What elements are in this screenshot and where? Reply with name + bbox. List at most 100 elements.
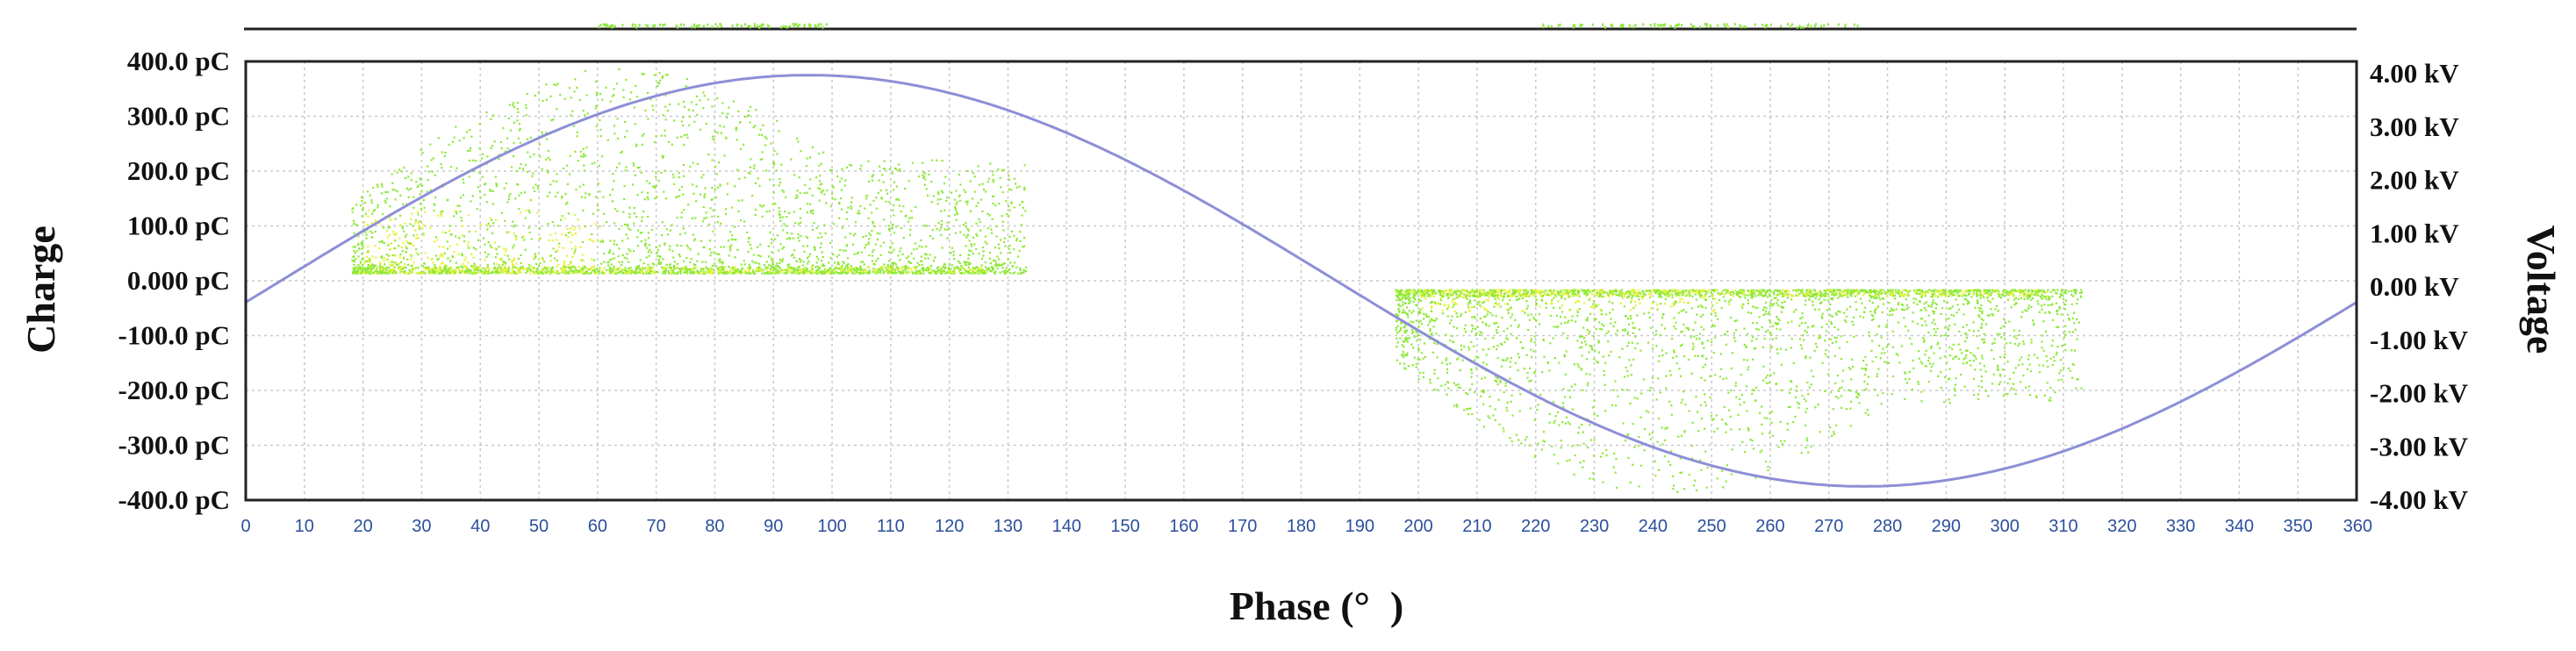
scatter-point — [1585, 373, 1588, 376]
scatter-point — [592, 212, 595, 215]
scatter-point — [1934, 302, 1936, 304]
scatter-point — [1983, 341, 1985, 344]
scatter-point — [1981, 357, 1984, 360]
scatter-point — [598, 164, 600, 168]
scatter-point — [680, 211, 683, 214]
scatter-point — [1916, 289, 1919, 291]
scatter-point — [743, 143, 745, 146]
scatter-point — [947, 267, 951, 269]
scatter-point — [377, 206, 379, 209]
scatter-point — [1625, 389, 1628, 391]
scatter-point — [778, 207, 780, 210]
scatter-point — [543, 261, 546, 263]
top-strip-tick — [1766, 24, 1769, 27]
scatter-point — [786, 216, 788, 218]
scatter-point — [704, 271, 707, 274]
scatter-point — [2000, 336, 2003, 339]
scatter-point — [477, 239, 479, 241]
scatter-point — [596, 268, 599, 270]
top-strip-tick — [793, 24, 795, 27]
scatter-point — [1427, 293, 1430, 296]
scatter-point — [370, 230, 372, 233]
scatter-point — [979, 229, 982, 232]
scatter-point — [2013, 335, 2016, 338]
scatter-point — [361, 267, 363, 269]
scatter-point — [1485, 298, 1488, 301]
scatter-point — [1805, 356, 1807, 360]
scatter-point — [997, 264, 1000, 267]
scatter-point — [952, 254, 955, 256]
scatter-point — [1417, 311, 1419, 314]
scatter-point — [1449, 362, 1452, 365]
scatter-point — [764, 272, 766, 275]
scatter-point — [824, 268, 827, 271]
scatter-point — [628, 248, 630, 251]
scatter-point — [1618, 356, 1621, 359]
scatter-point — [803, 272, 806, 275]
scatter-point — [840, 272, 843, 275]
scatter-point — [434, 196, 437, 199]
scatter-point — [727, 240, 729, 242]
scatter-point — [726, 116, 728, 119]
scatter-point — [764, 144, 767, 147]
scatter-point — [799, 258, 801, 261]
scatter-point — [468, 269, 470, 272]
scatter-point — [362, 271, 364, 274]
scatter-point — [1446, 368, 1448, 370]
scatter-point — [452, 255, 455, 259]
scatter-point — [1396, 337, 1398, 340]
scatter-point — [1775, 383, 1778, 385]
scatter-point — [391, 173, 393, 175]
scatter-point — [928, 173, 930, 175]
scatter-point — [716, 97, 719, 100]
top-strip-tick — [1724, 25, 1726, 28]
scatter-point — [679, 269, 683, 272]
scatter-point — [621, 272, 623, 275]
scatter-point — [554, 195, 557, 198]
scatter-point — [572, 253, 576, 255]
scatter-point — [1446, 393, 1448, 396]
scatter-point — [1963, 385, 1966, 388]
scatter-point — [1998, 333, 2001, 335]
scatter-point — [921, 263, 923, 267]
top-strip-tick — [747, 25, 750, 28]
scatter-point — [580, 259, 583, 261]
scatter-point — [977, 165, 979, 168]
scatter-point — [555, 232, 557, 235]
scatter-point — [678, 189, 681, 191]
scatter-point — [737, 210, 740, 213]
scatter-point — [1906, 382, 1909, 384]
scatter-point — [1882, 303, 1885, 305]
scatter-point — [876, 232, 879, 234]
scatter-point — [593, 272, 597, 275]
scatter-point — [1415, 366, 1417, 368]
scatter-point — [611, 95, 614, 97]
scatter-point — [691, 183, 694, 186]
scatter-point — [799, 221, 802, 224]
top-strip-tick — [707, 23, 709, 26]
scatter-point — [1429, 319, 1432, 322]
scatter-point — [603, 267, 606, 269]
scatter-point — [1668, 400, 1671, 403]
scatter-point — [2058, 296, 2061, 298]
scatter-point — [585, 70, 587, 73]
top-strip-tick — [1629, 25, 1632, 29]
scatter-point — [576, 87, 578, 89]
scatter-point — [1463, 327, 1466, 330]
scatter-point — [1860, 290, 1863, 293]
scatter-point — [712, 135, 714, 138]
top-strip-tick — [693, 25, 696, 29]
scatter-point — [1903, 317, 1905, 319]
scatter-point — [1786, 428, 1789, 431]
scatter-point — [1888, 361, 1891, 364]
scatter-point — [1981, 354, 1984, 357]
scatter-point — [1535, 302, 1538, 305]
scatter-point — [844, 249, 847, 252]
scatter-point — [1691, 295, 1694, 297]
scatter-point — [924, 257, 927, 260]
scatter-point — [1816, 292, 1819, 295]
scatter-point — [564, 234, 567, 237]
scatter-point — [1685, 326, 1688, 329]
scatter-point — [955, 266, 958, 268]
scatter-point — [536, 211, 539, 214]
